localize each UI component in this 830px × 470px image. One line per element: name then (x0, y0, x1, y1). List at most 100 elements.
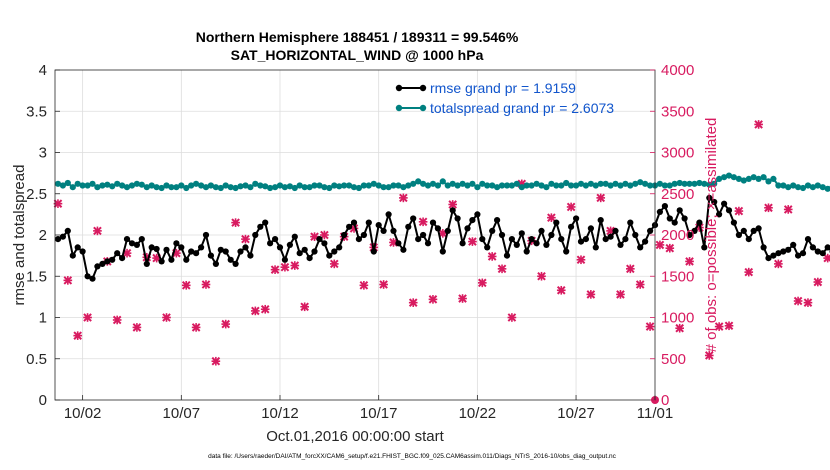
x-tick-label: 10/27 (557, 405, 595, 422)
totalspread-marker (725, 172, 733, 179)
rmse-marker (360, 231, 367, 239)
rmse-marker (795, 252, 802, 259)
obs-assimilated-marker (379, 280, 388, 289)
x-axis-label: Oct.01,2016 00:00:00 start (266, 428, 444, 445)
rmse-marker (286, 241, 293, 248)
totalspread-marker (252, 180, 259, 187)
left-tick-label: 3 (39, 145, 47, 162)
rmse-marker (809, 244, 817, 251)
rmse-marker (740, 227, 747, 234)
rmse-marker (508, 236, 515, 243)
legend-rmse-label: rmse grand pr = 1.9159 (430, 80, 576, 96)
totalspread-marker (573, 182, 580, 189)
obs-assimilated-marker (576, 255, 586, 265)
legend-rmse-marker-right (419, 84, 427, 92)
rmse-marker (824, 244, 830, 251)
obs-assimilated-marker (744, 267, 754, 277)
left-tick-label: 0 (39, 392, 47, 409)
obs-assimilated-marker (783, 205, 793, 214)
totalspread-marker (587, 180, 595, 187)
totalspread-marker (730, 174, 738, 181)
rmse-marker (533, 240, 540, 247)
rmse-marker (592, 244, 599, 251)
legend-spread-label: totalspread grand pr = 2.6073 (430, 100, 614, 116)
obs-assimilated-marker (399, 193, 408, 203)
rmse-marker (656, 208, 664, 215)
rmse-marker (558, 236, 565, 243)
totalspread-marker (316, 182, 323, 189)
rmse-marker (163, 246, 170, 253)
x-tick-label: 11/01 (637, 405, 673, 422)
right-tick-label: 2500 (661, 186, 694, 203)
totalspread-marker (222, 182, 229, 189)
totalspread-marker (104, 181, 111, 188)
rmse-marker (390, 227, 397, 234)
legend-rmse-marker-left (395, 84, 403, 92)
rmse-marker (193, 250, 200, 257)
totalspread-marker (128, 182, 136, 189)
totalspread-marker (306, 184, 313, 191)
rmse-marker (341, 231, 348, 239)
totalspread-marker (642, 180, 649, 187)
obs-assimilated-marker (428, 295, 438, 304)
rmse-marker (242, 244, 249, 251)
totalspread-marker (775, 182, 782, 189)
totalspread-marker (133, 180, 140, 187)
totalspread-marker (627, 182, 634, 189)
totalspread-marker (390, 182, 397, 189)
obs-assimilated-marker (626, 264, 635, 274)
totalspread-marker (89, 180, 96, 187)
totalspread-marker (518, 184, 525, 191)
left-tick-label: 2.5 (26, 186, 47, 203)
totalspread-marker (489, 182, 496, 189)
rmse-marker (790, 241, 797, 248)
obs-assimilated-marker (191, 323, 201, 332)
rmse-marker (306, 255, 313, 262)
chart-title-line1: Northern Hemisphere 188451 / 189311 = 99… (196, 29, 519, 45)
rmse-marker (321, 240, 328, 247)
rmse-marker (439, 248, 446, 255)
totalspread-marker (770, 175, 777, 182)
rmse-marker (543, 241, 550, 248)
totalspread-marker (429, 180, 437, 187)
obs-assimilated-marker (231, 218, 240, 227)
rmse-marker (138, 236, 145, 243)
rmse-marker (405, 223, 412, 230)
totalspread-marker (434, 182, 441, 189)
totalspread-marker (69, 184, 76, 191)
rmse-marker (301, 246, 308, 253)
totalspread-marker (799, 184, 807, 192)
rmse-marker (563, 248, 570, 255)
totalspread-marker (701, 180, 708, 187)
obs-assimilated-marker (823, 253, 830, 263)
totalspread-marker (355, 184, 362, 192)
totalspread-marker (740, 177, 747, 184)
totalspread-marker (592, 182, 599, 189)
rmse-marker (202, 231, 210, 239)
obs-assimilated-marker (270, 265, 280, 274)
rmse-marker (513, 241, 520, 248)
left-tick-label: 3.5 (26, 103, 47, 120)
right-tick-label: 3000 (661, 145, 694, 162)
rmse-marker (99, 260, 106, 267)
totalspread-marker (119, 182, 126, 189)
obs-assimilated-marker (724, 321, 734, 331)
obs-assimilated-marker (635, 280, 645, 289)
totalspread-marker (617, 182, 624, 189)
totalspread-marker (424, 182, 432, 189)
obs-assimilated-marker (63, 276, 73, 285)
totalspread-marker (612, 180, 619, 187)
rmse-marker (326, 252, 333, 259)
obs-assimilated-marker (507, 313, 517, 322)
totalspread-marker (99, 182, 106, 189)
totalspread-marker (568, 182, 575, 189)
rmse-marker (671, 219, 678, 226)
rmse-marker (119, 255, 126, 262)
rmse-marker (607, 233, 614, 240)
totalspread-marker (686, 180, 693, 187)
rmse-marker (281, 256, 288, 263)
rmse-marker (661, 203, 669, 210)
rmse-marker (434, 225, 441, 232)
right-tick-label: 1500 (661, 268, 694, 285)
totalspread-marker (123, 184, 131, 191)
